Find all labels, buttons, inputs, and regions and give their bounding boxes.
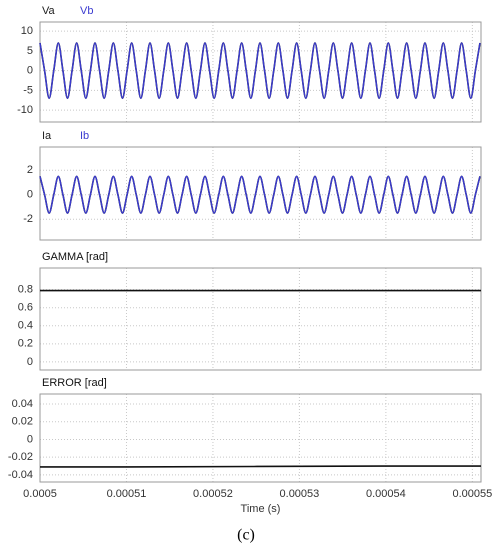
y-tick-label: 2	[27, 164, 33, 176]
plot-frame	[39, 21, 482, 123]
y-tick-label: 0.02	[12, 416, 33, 428]
x-tick-label: 0.00052	[193, 488, 233, 500]
y-tick-label: 0.2	[18, 338, 33, 350]
y-tick-label: -10	[17, 104, 33, 116]
plot-frame	[39, 146, 482, 241]
y-tick-label: 0.4	[18, 320, 33, 332]
series-line	[39, 42, 481, 99]
y-tick-label: 0	[27, 65, 33, 77]
x-tick-label: 0.00051	[107, 488, 147, 500]
plot-frame	[39, 267, 482, 371]
y-tick-label: 0	[27, 356, 33, 368]
x-tick-label: 0.00054	[366, 488, 406, 500]
y-tick-label: 0.8	[18, 284, 33, 296]
caption: (c)	[237, 527, 255, 544]
y-tick-label: 0.6	[18, 302, 33, 314]
legend-entry: ERROR [rad]	[42, 377, 107, 389]
y-tick-label: 10	[21, 25, 33, 37]
series-line	[39, 175, 481, 214]
y-tick-label: 0	[27, 433, 33, 445]
y-tick-label: -2	[23, 213, 33, 225]
legend-entry: Ia	[42, 130, 52, 142]
y-tick-label: -0.04	[8, 469, 33, 481]
legend-entry: Vb	[80, 5, 93, 17]
legend-entry: GAMMA [rad]	[42, 251, 108, 263]
x-axis-label: Time (s)	[241, 503, 281, 515]
x-tick-label: 0.00055	[452, 488, 492, 500]
y-tick-label: -0.02	[8, 451, 33, 463]
y-tick-label: 0	[27, 189, 33, 201]
x-tick-label: 0.00053	[280, 488, 320, 500]
legend-entry: Ib	[80, 130, 89, 142]
y-tick-label: 0.04	[12, 398, 33, 410]
plot-frame	[39, 393, 482, 483]
legend-entry: Va	[42, 5, 56, 17]
y-tick-label: -5	[23, 84, 33, 96]
y-tick-label: 5	[27, 45, 33, 57]
x-tick-label: 0.0005	[23, 488, 57, 500]
series-line	[39, 465, 482, 468]
